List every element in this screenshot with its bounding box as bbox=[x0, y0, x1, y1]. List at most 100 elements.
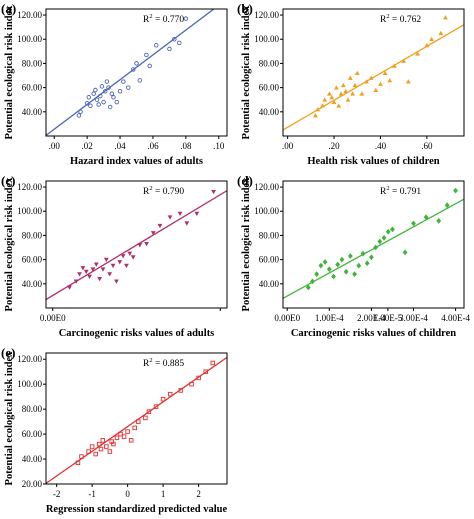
y-tick-label: 120.00 bbox=[17, 354, 42, 364]
data-point bbox=[326, 266, 332, 273]
data-point bbox=[385, 228, 391, 235]
y-tick-label: 20.00 bbox=[22, 479, 43, 489]
data-point bbox=[373, 87, 379, 92]
data-point bbox=[184, 221, 190, 226]
data-point bbox=[136, 419, 141, 424]
data-point bbox=[134, 61, 139, 66]
x-tick-label: .20 bbox=[328, 141, 340, 151]
data-point bbox=[424, 42, 430, 48]
data-point bbox=[79, 454, 84, 459]
data-point bbox=[75, 460, 81, 466]
panel-letter: (b) bbox=[237, 1, 253, 16]
plot-frame bbox=[45, 8, 228, 137]
data-point bbox=[177, 211, 183, 217]
data-point bbox=[120, 254, 126, 259]
data-point bbox=[336, 103, 342, 108]
x-tick-label: 4.00E-4 bbox=[441, 313, 470, 323]
y-tick-label: 40.00 bbox=[259, 107, 280, 117]
data-point bbox=[331, 273, 336, 280]
data-point bbox=[137, 243, 143, 248]
plot-frame bbox=[45, 352, 228, 485]
x-tick-label: 2 bbox=[196, 489, 201, 499]
data-point bbox=[167, 46, 172, 52]
data-point bbox=[93, 451, 98, 457]
data-point bbox=[322, 97, 328, 102]
y-tick-label: 120.00 bbox=[254, 10, 279, 20]
data-point bbox=[153, 404, 159, 409]
x-tick-label: -2 bbox=[53, 489, 61, 499]
data-point bbox=[96, 102, 101, 107]
data-point bbox=[320, 103, 325, 108]
data-point bbox=[405, 79, 411, 84]
data-point bbox=[111, 441, 116, 447]
data-point bbox=[453, 187, 458, 194]
data-point bbox=[196, 375, 201, 381]
data-point bbox=[128, 438, 134, 443]
data-point bbox=[90, 267, 96, 272]
data-point bbox=[96, 441, 102, 447]
y-tick-label: 40.00 bbox=[22, 107, 43, 117]
data-point bbox=[117, 260, 123, 265]
data-point bbox=[360, 250, 366, 257]
chart-panel-4: (d)Potential ecological risk index 40.00 6… bbox=[237, 173, 470, 339]
data-point bbox=[343, 268, 349, 275]
data-point bbox=[364, 260, 370, 267]
data-point bbox=[111, 95, 116, 100]
y-tick-label: 100.00 bbox=[254, 34, 279, 44]
data-point bbox=[106, 85, 111, 90]
chart-panel-1: (a)Potential ecological risk index 40.00 6… bbox=[1, 1, 228, 167]
data-point bbox=[121, 79, 126, 84]
y-axis-label: Potential ecological risk index bbox=[4, 5, 15, 140]
data-point bbox=[104, 444, 109, 449]
data-point bbox=[89, 444, 95, 449]
x-tick-label: .10 bbox=[213, 141, 225, 151]
y-axis-label: Potential ecological risk index bbox=[241, 5, 252, 140]
data-point bbox=[314, 271, 320, 278]
data-point bbox=[347, 253, 353, 259]
plot-frame bbox=[282, 8, 465, 137]
data-point bbox=[381, 234, 387, 241]
x-tick-label: 1.00E-5 bbox=[374, 313, 403, 323]
data-point bbox=[130, 255, 136, 260]
data-point bbox=[77, 272, 82, 277]
y-axis-label: Potential ecological risk index bbox=[4, 177, 15, 312]
data-point bbox=[101, 99, 106, 105]
x-axis-label: Health risk values of children bbox=[307, 156, 439, 167]
data-point bbox=[102, 88, 108, 94]
data-point bbox=[143, 415, 148, 421]
data-point bbox=[178, 388, 184, 393]
panel-letter: (a) bbox=[1, 1, 16, 16]
data-point bbox=[401, 58, 407, 63]
data-point bbox=[167, 391, 173, 397]
x-tick-label: .04 bbox=[114, 141, 126, 151]
data-point bbox=[107, 104, 113, 110]
data-point bbox=[354, 70, 360, 76]
y-tick-label: 100.00 bbox=[254, 206, 279, 216]
data-point bbox=[67, 285, 72, 290]
data-point bbox=[121, 434, 127, 439]
chart-panel-5: (e)Potential ecological risk index 20.00 4… bbox=[1, 345, 228, 515]
data-point bbox=[73, 279, 79, 284]
data-point bbox=[160, 396, 166, 402]
data-point bbox=[97, 277, 103, 282]
data-point bbox=[345, 97, 351, 102]
data-point bbox=[98, 446, 104, 452]
y-tick-label: 120.00 bbox=[17, 10, 42, 20]
x-tick-label: .00 bbox=[49, 141, 61, 151]
data-point bbox=[91, 91, 96, 96]
x-axis-label: Carcinogenic risks values of adults bbox=[59, 328, 215, 339]
data-point bbox=[87, 274, 92, 279]
data-point bbox=[402, 249, 408, 256]
x-tick-label: .02 bbox=[82, 141, 93, 151]
data-point bbox=[124, 263, 129, 269]
data-point bbox=[310, 278, 315, 285]
data-point bbox=[331, 99, 337, 105]
panel-letter: (d) bbox=[237, 173, 253, 188]
x-axis-label: Hazard index values of adults bbox=[70, 156, 203, 167]
data-point bbox=[118, 431, 123, 437]
data-point bbox=[340, 82, 346, 88]
data-point bbox=[80, 266, 86, 271]
y-tick-label: 120.00 bbox=[254, 182, 279, 192]
fit-line bbox=[46, 190, 227, 301]
